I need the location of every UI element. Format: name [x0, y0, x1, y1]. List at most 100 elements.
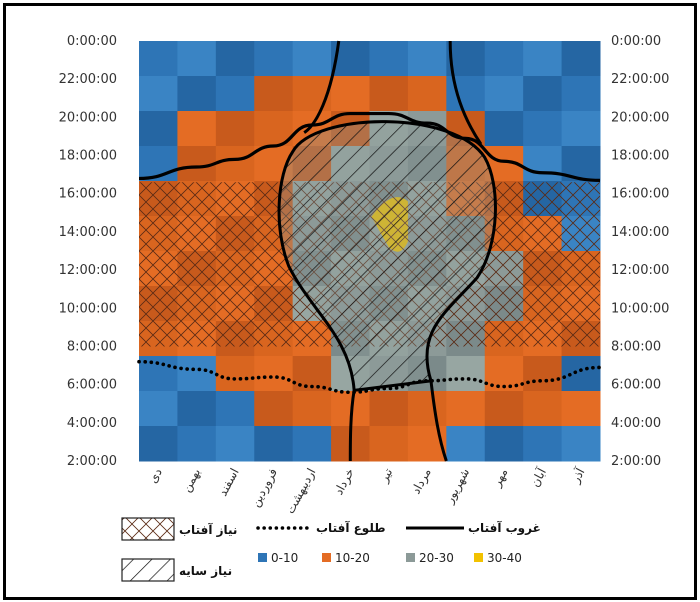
legend-range-swatch	[406, 553, 415, 562]
legend-range-label: 20-30	[419, 551, 454, 565]
sun-lines	[137, 111, 602, 395]
legend-shade-need-label: نیاز سایه	[179, 564, 232, 578]
y-tick-label-right: 12:00:00	[611, 263, 669, 278]
y-tick-label-right: 10:00:00	[611, 301, 669, 316]
heat-cell	[446, 76, 486, 112]
x-tick-label: شهریور	[442, 466, 473, 507]
shade-need-region	[277, 120, 497, 393]
heat-cell	[177, 391, 217, 427]
heat-cell	[177, 41, 217, 77]
y-tick-label-left: 10:00:00	[59, 301, 117, 316]
y-tick-label-left: 0:00:00	[67, 34, 117, 49]
heat-cell	[139, 391, 178, 427]
heat-cell	[254, 41, 294, 77]
heat-cell	[446, 426, 486, 462]
shade-boundary-bottom-left	[348, 390, 356, 462]
heat-cell	[215, 426, 255, 462]
heat-cell	[139, 426, 178, 462]
x-tick-label: بهمن	[179, 466, 204, 495]
x-tick-label: مرداد	[409, 466, 435, 497]
x-tick-label: خرداد	[331, 466, 357, 498]
heat-cell	[484, 111, 524, 147]
x-tick-label: تیر	[376, 466, 396, 486]
heat-cell	[484, 426, 524, 462]
heat-cell	[254, 426, 294, 462]
heat-cell	[484, 41, 524, 77]
y-tick-label-left: 20:00:00	[59, 110, 117, 125]
x-tick-label: اردیبهشت	[283, 466, 319, 517]
heat-cell	[139, 41, 178, 77]
heat-cell	[292, 76, 332, 112]
x-tick-label: آذر	[567, 465, 589, 487]
x-axis: دی بهمن اسفند فروردین اردیبهشت خرداد تیر مرداد ش…	[146, 465, 589, 517]
shade-boundary-top-right	[448, 40, 483, 145]
heat-cell	[523, 356, 563, 392]
shade-boundary-top-left	[303, 40, 341, 134]
y-tick-label-right: 8:00:00	[611, 339, 661, 354]
heat-cell	[561, 111, 601, 147]
legend-range-label: 0-10	[271, 551, 298, 565]
x-tick-label: اسفند	[216, 466, 242, 499]
heat-cell	[177, 356, 217, 392]
heat-cell	[369, 76, 409, 112]
y-tick-label-right: 16:00:00	[611, 187, 669, 202]
legend-range-swatch	[258, 553, 267, 562]
legend-sunset-label: غروب آفتاب	[468, 520, 541, 536]
heat-cell	[407, 76, 447, 112]
y-tick-label-right: 18:00:00	[611, 149, 669, 164]
heat-cell	[561, 391, 601, 427]
y-tick-label-right: 0:00:00	[611, 34, 661, 49]
legend-sunrise-label: طلوع آفتاب	[316, 520, 386, 536]
sunset-line	[138, 111, 601, 182]
heat-cell	[292, 41, 332, 77]
y-tick-label-right: 20:00:00	[611, 110, 669, 125]
y-tick-label-left: 12:00:00	[59, 263, 117, 278]
legend-range-swatch	[322, 553, 331, 562]
chart-frame: 0:00:00 22:00:00 20:00:00 18:00:00 16:00:00 1…	[3, 3, 697, 600]
heat-cell	[177, 76, 217, 112]
y-tick-label-right: 4:00:00	[611, 416, 661, 431]
heat-cell	[254, 76, 294, 112]
heat-cell	[215, 356, 255, 392]
heat-cell	[215, 41, 255, 77]
legend: غروب آفتاب طلوع آفتاب نیاز آفتاب نیاز سایه 0…	[121, 517, 541, 582]
heat-cell	[407, 391, 447, 427]
x-tick-label: مهر	[489, 466, 511, 490]
y-axis-left: 0:00:00 22:00:00 20:00:00 18:00:00 16:00:00 1…	[59, 34, 117, 469]
heat-cell	[292, 426, 332, 462]
y-tick-label-right: 14:00:00	[611, 225, 669, 240]
legend-range-label: 10-20	[335, 551, 370, 565]
y-axis-right: 0:00:00 22:00:00 20:00:00 18:00:00 16:00:00 1…	[611, 34, 669, 469]
heat-cell	[215, 76, 255, 112]
heat-cell	[177, 426, 217, 462]
legend-range-swatch	[474, 553, 483, 562]
y-tick-label-left: 16:00:00	[59, 187, 117, 202]
heatmap-chart: 0:00:00 22:00:00 20:00:00 18:00:00 16:00:00 1…	[59, 34, 669, 582]
heat-cell	[331, 76, 370, 112]
heat-cell	[139, 111, 178, 147]
y-tick-label-left: 14:00:00	[59, 225, 117, 240]
heat-cell	[484, 391, 524, 427]
heat-cell	[254, 356, 294, 392]
heat-cell	[523, 76, 563, 112]
heat-cell	[369, 41, 409, 77]
heat-cell	[523, 111, 563, 147]
sunrise-line	[137, 359, 602, 395]
x-tick-label: آبان	[527, 465, 550, 490]
legend-shade-need-swatch	[121, 558, 175, 582]
y-tick-label-right: 22:00:00	[611, 72, 669, 87]
y-tick-label-left: 22:00:00	[59, 72, 117, 87]
legend-range-label: 30-40	[487, 551, 522, 565]
heat-cell	[254, 391, 294, 427]
x-tick-label: دی	[146, 466, 165, 486]
legend-sun-need-swatch	[121, 517, 175, 541]
heat-cell	[523, 41, 563, 77]
y-tick-label-right: 6:00:00	[611, 378, 661, 393]
heat-cell	[561, 356, 601, 392]
need-regions	[139, 40, 600, 462]
y-tick-label-left: 6:00:00	[67, 378, 117, 393]
heat-cell	[446, 356, 486, 392]
heat-cell	[407, 41, 447, 77]
y-tick-label-right: 2:00:00	[611, 454, 661, 469]
heat-cell	[369, 391, 409, 427]
